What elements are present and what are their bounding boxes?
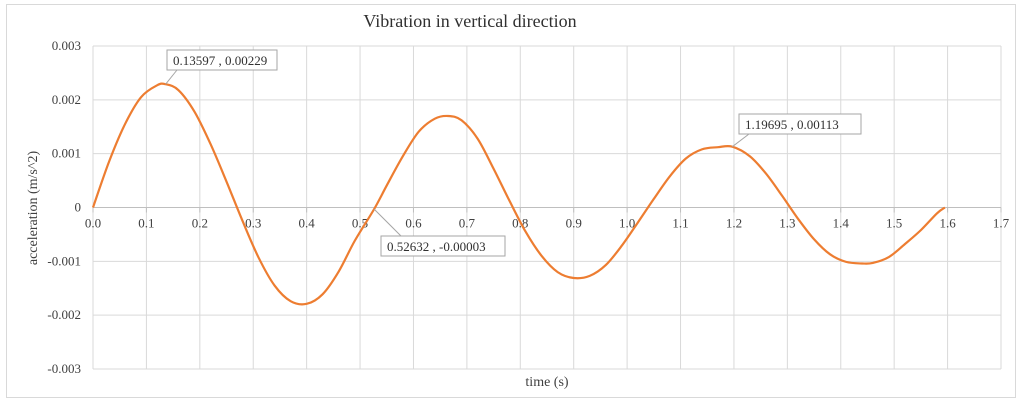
y-tick-label: -0.002 xyxy=(47,307,81,322)
x-tick-label: 1.2 xyxy=(726,216,742,231)
y-tick-labels: 0.003 0.002 0.001 0 -0.001 -0.002 -0.003 xyxy=(47,38,81,376)
callout-label: 0.52632 , -0.00003 xyxy=(387,239,486,254)
data-callout: 0.13597 , 0.00229 xyxy=(165,49,278,85)
callout-box xyxy=(738,113,862,135)
y-tick-label: -0.001 xyxy=(47,253,81,268)
x-tick-label: 0.2 xyxy=(192,216,208,231)
x-tick-label: 1.6 xyxy=(939,216,956,231)
chart-title: Vibration in vertical direction xyxy=(363,11,576,31)
x-tick-label: 0.9 xyxy=(566,216,582,231)
x-tick-label: 1.5 xyxy=(886,216,902,231)
callout-box xyxy=(166,49,278,71)
series-line xyxy=(91,82,946,306)
x-tick-label: 1.0 xyxy=(619,216,635,231)
grid xyxy=(92,45,1002,370)
x-tick-label: 0.1 xyxy=(138,216,154,231)
y-tick-label: 0.003 xyxy=(52,38,81,53)
y-tick-label: 0.002 xyxy=(52,92,81,107)
x-axis-label: time (s) xyxy=(525,375,568,390)
annotations: 0.13597 , 0.00229 0.52632 , -0.00003 1.196… xyxy=(165,49,862,257)
x-tick-label: 0.0 xyxy=(85,216,101,231)
y-tick-label: -0.003 xyxy=(47,361,81,376)
callout-label: 1.19695 , 0.00113 xyxy=(745,117,839,132)
x-tick-label: 1.1 xyxy=(672,216,688,231)
y-tick-label: 0 xyxy=(75,200,82,215)
x-tick-label: 0.7 xyxy=(459,216,476,231)
x-tick-label: 0.4 xyxy=(299,216,316,231)
x-tick-label: 1.4 xyxy=(833,216,850,231)
y-axis-label: acceleration (m/s^2) xyxy=(26,151,41,266)
data-callout: 1.19695 , 0.00113 xyxy=(732,113,862,148)
callout-leader xyxy=(732,133,750,148)
y-tick-label: 0.001 xyxy=(52,146,81,161)
callout-leader xyxy=(165,69,178,85)
x-tick-label: 0.6 xyxy=(405,216,422,231)
callout-label: 0.13597 , 0.00229 xyxy=(173,53,267,68)
callout-box xyxy=(380,235,506,257)
x-tick-label: 1.3 xyxy=(779,216,795,231)
x-tick-labels: 0.0 0.1 0.2 0.3 0.4 0.5 0.6 0.7 0.8 0.9 1.0 1.1 1.2 1… xyxy=(85,216,1010,231)
x-tick-label: 0.3 xyxy=(245,216,261,231)
x-tick-label: 1.7 xyxy=(993,216,1010,231)
data-callout: 0.52632 , -0.00003 xyxy=(373,208,506,257)
callout-leader xyxy=(373,208,402,237)
